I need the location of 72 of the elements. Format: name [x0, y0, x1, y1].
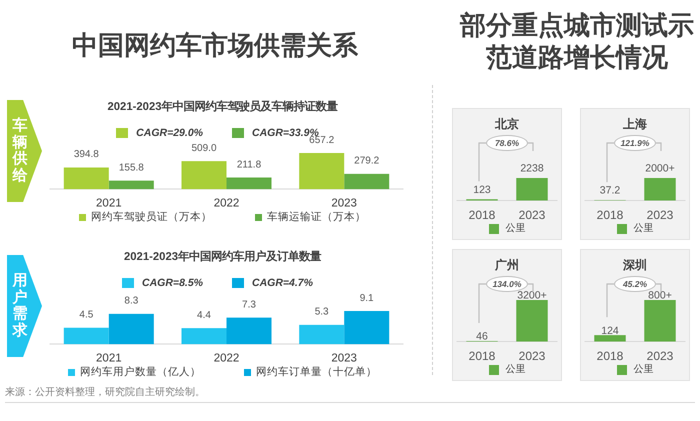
- text: CAGR=4.7%: [252, 276, 313, 290]
- x-tick-label: 2021: [96, 197, 122, 210]
- bar: [181, 161, 226, 190]
- bar: [64, 328, 109, 344]
- bar: [344, 174, 390, 190]
- legend-label: 公里: [506, 223, 526, 235]
- text: 车辆供给: [12, 117, 28, 184]
- legend-label: 公里: [634, 364, 654, 376]
- text: CAGR=8.5%: [142, 276, 203, 290]
- x-tick-label: 2023: [646, 349, 674, 364]
- bar: [108, 314, 154, 344]
- legend-label: 网约车订单量（十亿单）: [256, 366, 377, 379]
- text: 78.6%: [486, 135, 528, 151]
- x-tick-label: 2023: [646, 208, 674, 222]
- text: 134.0%: [492, 279, 522, 289]
- x-tick-label: 2023: [518, 208, 546, 222]
- data-label: 4.5: [79, 310, 94, 321]
- x-tick-label: 2018: [596, 349, 624, 364]
- legend-label: 网约车用户数量（亿人）: [80, 366, 201, 379]
- data-label: 37.2: [600, 184, 620, 197]
- bar: [64, 167, 109, 190]
- bar: [226, 318, 272, 344]
- chart-title: 2021-2023年中国网约车驾驶员及车辆持证数量: [106, 99, 339, 115]
- data-label: 509.0: [191, 142, 217, 154]
- data-label: 211.8: [236, 159, 262, 170]
- x-tick-label: 2022: [214, 197, 240, 210]
- chart-title: 2021-2023年中国网约车用户及订单数量: [122, 249, 322, 265]
- text: 部分重点城市测试示范道路增长情况: [458, 9, 695, 73]
- legend-label: 车辆运输证（万本）: [267, 211, 366, 224]
- text: CAGR=29.0%: [136, 126, 203, 140]
- x-tick-label: 2023: [518, 349, 546, 364]
- bar: [108, 180, 154, 190]
- x-tick-label: 2018: [468, 208, 496, 222]
- text: 121.9%: [614, 135, 656, 151]
- chart-title: 广州: [494, 257, 520, 274]
- data-label: 2000+: [645, 162, 675, 175]
- data-label: 9.1: [360, 292, 374, 304]
- x-tick-label: 2022: [214, 352, 240, 364]
- chart-title: 北京: [494, 116, 520, 133]
- chart-title: 深圳: [622, 257, 648, 274]
- legend-label: 公里: [634, 223, 654, 235]
- data-label: 4.4: [197, 310, 212, 321]
- x-tick-label: 2018: [596, 208, 624, 222]
- data-label: 155.8: [118, 162, 144, 174]
- data-label: 123: [473, 184, 491, 196]
- data-label: 800+: [648, 290, 672, 302]
- data-label: 279.2: [354, 156, 380, 167]
- bar: [344, 311, 390, 344]
- text: 45.2%: [622, 279, 648, 289]
- legend-label: 网约车驾驶员证（万本）: [91, 211, 212, 224]
- legend-label: 公里: [506, 364, 526, 376]
- data-label: 8.3: [124, 296, 139, 307]
- x-tick-label: 2018: [468, 349, 496, 364]
- data-label: 46: [476, 330, 488, 343]
- text: 中国网约车市场供需关系: [71, 29, 359, 61]
- data-label: 3200+: [517, 290, 547, 302]
- data-label: 394.8: [74, 149, 100, 160]
- x-tick-label: 2021: [96, 352, 122, 364]
- chart-title: 上海: [622, 116, 648, 133]
- data-label: 7.3: [242, 299, 256, 310]
- x-tick-label: 2023: [331, 197, 357, 210]
- bar: [226, 178, 272, 190]
- text: 用户需求: [12, 272, 28, 339]
- data-label: 5.3: [314, 306, 330, 318]
- data-label: 657.2: [309, 134, 335, 146]
- bar: [299, 153, 344, 190]
- source-note: 来源：公开资料整理，研究院自主研究绘制。: [5, 386, 205, 399]
- x-tick-label: 2023: [331, 352, 357, 364]
- data-label: 124: [601, 324, 619, 337]
- bar: [299, 324, 344, 344]
- data-label: 2238: [520, 162, 544, 175]
- bar: [181, 328, 226, 344]
